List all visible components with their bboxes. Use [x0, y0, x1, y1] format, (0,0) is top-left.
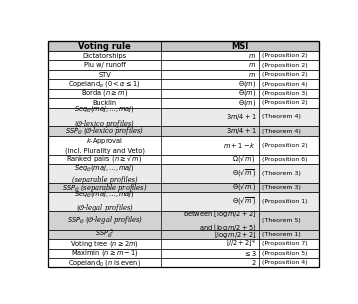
Text: Dictatorships: Dictatorships	[82, 53, 127, 59]
Text: $m$: $m$	[248, 52, 256, 60]
Bar	[48, 192, 319, 211]
Bar	[48, 154, 319, 164]
Text: between $\lfloor \log m/2+2 \rfloor$
and $\lfloor \log m/2+5 \rfloor$: between $\lfloor \log m/2+2 \rfloor$ and…	[183, 208, 256, 233]
Text: (Proposition 2): (Proposition 2)	[262, 63, 308, 68]
Text: Voting tree $(n \geq 2m)$: Voting tree $(n \geq 2m)$	[70, 239, 139, 249]
Text: $m$: $m$	[248, 71, 256, 79]
Text: $\lfloor l/2+2 \rfloor^{4}$: $\lfloor l/2+2 \rfloor^{4}$	[226, 238, 256, 250]
Bar	[48, 51, 319, 60]
Bar	[48, 89, 319, 98]
Text: Maximin $(n \geq m-1)$: Maximin $(n \geq m-1)$	[71, 248, 139, 258]
Bar	[48, 230, 319, 239]
Text: $SSP_{\mathcal{O}}^{\ 3}$: $SSP_{\mathcal{O}}^{\ 3}$	[95, 228, 114, 241]
Bar	[48, 41, 319, 51]
Text: (Proposition 1): (Proposition 1)	[262, 199, 307, 204]
Bar	[48, 239, 319, 249]
Text: (Theorem 3): (Theorem 3)	[262, 171, 301, 176]
Bar	[48, 183, 319, 192]
Bar	[48, 164, 319, 183]
Bar	[48, 136, 319, 154]
Text: $\Theta(\sqrt{m})$: $\Theta(\sqrt{m})$	[232, 168, 256, 179]
Bar	[48, 98, 319, 108]
Text: (Proposition 7): (Proposition 7)	[262, 241, 308, 247]
Text: Bucklin: Bucklin	[92, 100, 117, 106]
Bar	[48, 211, 319, 230]
Text: (Theorem 1): (Theorem 1)	[262, 232, 300, 237]
Text: $\Theta(m)$: $\Theta(m)$	[238, 88, 256, 98]
Text: $\Theta(\sqrt{m})$: $\Theta(\sqrt{m})$	[232, 196, 256, 207]
Text: Borda $(n \geq m)$: Borda $(n \geq m)$	[81, 88, 128, 98]
Bar	[48, 70, 319, 79]
Bar	[48, 249, 319, 258]
Text: $SSP_{\mathcal{O}}$ $(\mathcal{O}$-lexico profiles): $SSP_{\mathcal{O}}$ $(\mathcal{O}$-lexic…	[65, 125, 144, 137]
Text: (Theorem 4): (Theorem 4)	[262, 114, 301, 119]
Text: $Seq_{\mathcal{O}}(maj,\ldots,maj)$
$(\mathcal{O}$-lexico profiles): $Seq_{\mathcal{O}}(maj,\ldots,maj)$ $(\m…	[74, 104, 135, 130]
Text: (Proposition 2): (Proposition 2)	[262, 143, 308, 148]
Text: (Proposition 3): (Proposition 3)	[262, 91, 308, 96]
Text: STV: STV	[98, 72, 111, 78]
Text: $\lfloor \log m/2+2 \rfloor$: $\lfloor \log m/2+2 \rfloor$	[214, 229, 256, 240]
Text: (Theorem 4): (Theorem 4)	[262, 129, 301, 133]
Text: Copeland$_{\alpha}$ $(0 < \alpha \leq 1)$: Copeland$_{\alpha}$ $(0 < \alpha \leq 1)…	[68, 79, 141, 89]
Text: (Proposition 5): (Proposition 5)	[262, 251, 307, 256]
Text: (Proposition 2): (Proposition 2)	[262, 72, 308, 77]
Text: Voting rule: Voting rule	[78, 42, 131, 50]
Text: $\leq 3$: $\leq 3$	[243, 249, 256, 258]
Text: $SSP_{\mathcal{O}}$ $(\mathcal{O}$-legal profiles): $SSP_{\mathcal{O}}$ $(\mathcal{O}$-legal…	[67, 214, 142, 226]
Text: (Proposition 2): (Proposition 2)	[262, 100, 308, 105]
Text: (Theorem 5): (Theorem 5)	[262, 218, 300, 223]
Text: (Proposition 4): (Proposition 4)	[262, 81, 308, 87]
Text: $m+1-k$: $m+1-k$	[223, 141, 256, 150]
Text: Ranked pairs $(n \geq \sqrt{m})$: Ranked pairs $(n \geq \sqrt{m})$	[66, 154, 143, 165]
Text: $k$-Approval
(incl. Plurality and Veto): $k$-Approval (incl. Plurality and Veto)	[64, 136, 145, 154]
Text: $\Omega(\sqrt{m})$: $\Omega(\sqrt{m})$	[232, 154, 256, 165]
Text: (Proposition 4): (Proposition 4)	[262, 260, 308, 265]
Bar	[48, 79, 319, 89]
Text: $m$: $m$	[248, 61, 256, 69]
Text: $3m/4+1$: $3m/4+1$	[226, 112, 256, 122]
Text: (Proposition 2): (Proposition 2)	[262, 53, 308, 58]
Text: $\Theta(m)$: $\Theta(m)$	[238, 98, 256, 108]
Text: (Proposition 6): (Proposition 6)	[262, 157, 307, 162]
Text: $2$: $2$	[251, 258, 256, 267]
Text: (Theorem 3): (Theorem 3)	[262, 185, 301, 190]
Text: $3m/4+1$: $3m/4+1$	[226, 126, 256, 136]
Text: $\Theta(\sqrt{m})$: $\Theta(\sqrt{m})$	[232, 182, 256, 193]
Bar	[48, 60, 319, 70]
Bar	[48, 126, 319, 136]
Text: $Seq_{\mathcal{O}}(maj,\ldots,maj)$
$(\mathcal{O}$-legal profiles): $Seq_{\mathcal{O}}(maj,\ldots,maj)$ $(\m…	[74, 189, 135, 214]
Text: $\Theta(m)$: $\Theta(m)$	[238, 79, 256, 89]
Bar	[48, 258, 319, 268]
Text: Copeland$_{0}$ $(n$ is even): Copeland$_{0}$ $(n$ is even)	[68, 258, 141, 268]
Text: MSI: MSI	[232, 42, 249, 50]
Bar	[48, 108, 319, 126]
Text: $Seq_{\mathcal{O}}(maj,\ldots,maj)$
(separable profiles): $Seq_{\mathcal{O}}(maj,\ldots,maj)$ (sep…	[72, 163, 137, 184]
Text: Plu w/ runoff: Plu w/ runoff	[84, 62, 125, 68]
Text: $SSP_{\mathcal{O}}$ (separable profiles): $SSP_{\mathcal{O}}$ (separable profiles)	[62, 181, 147, 194]
